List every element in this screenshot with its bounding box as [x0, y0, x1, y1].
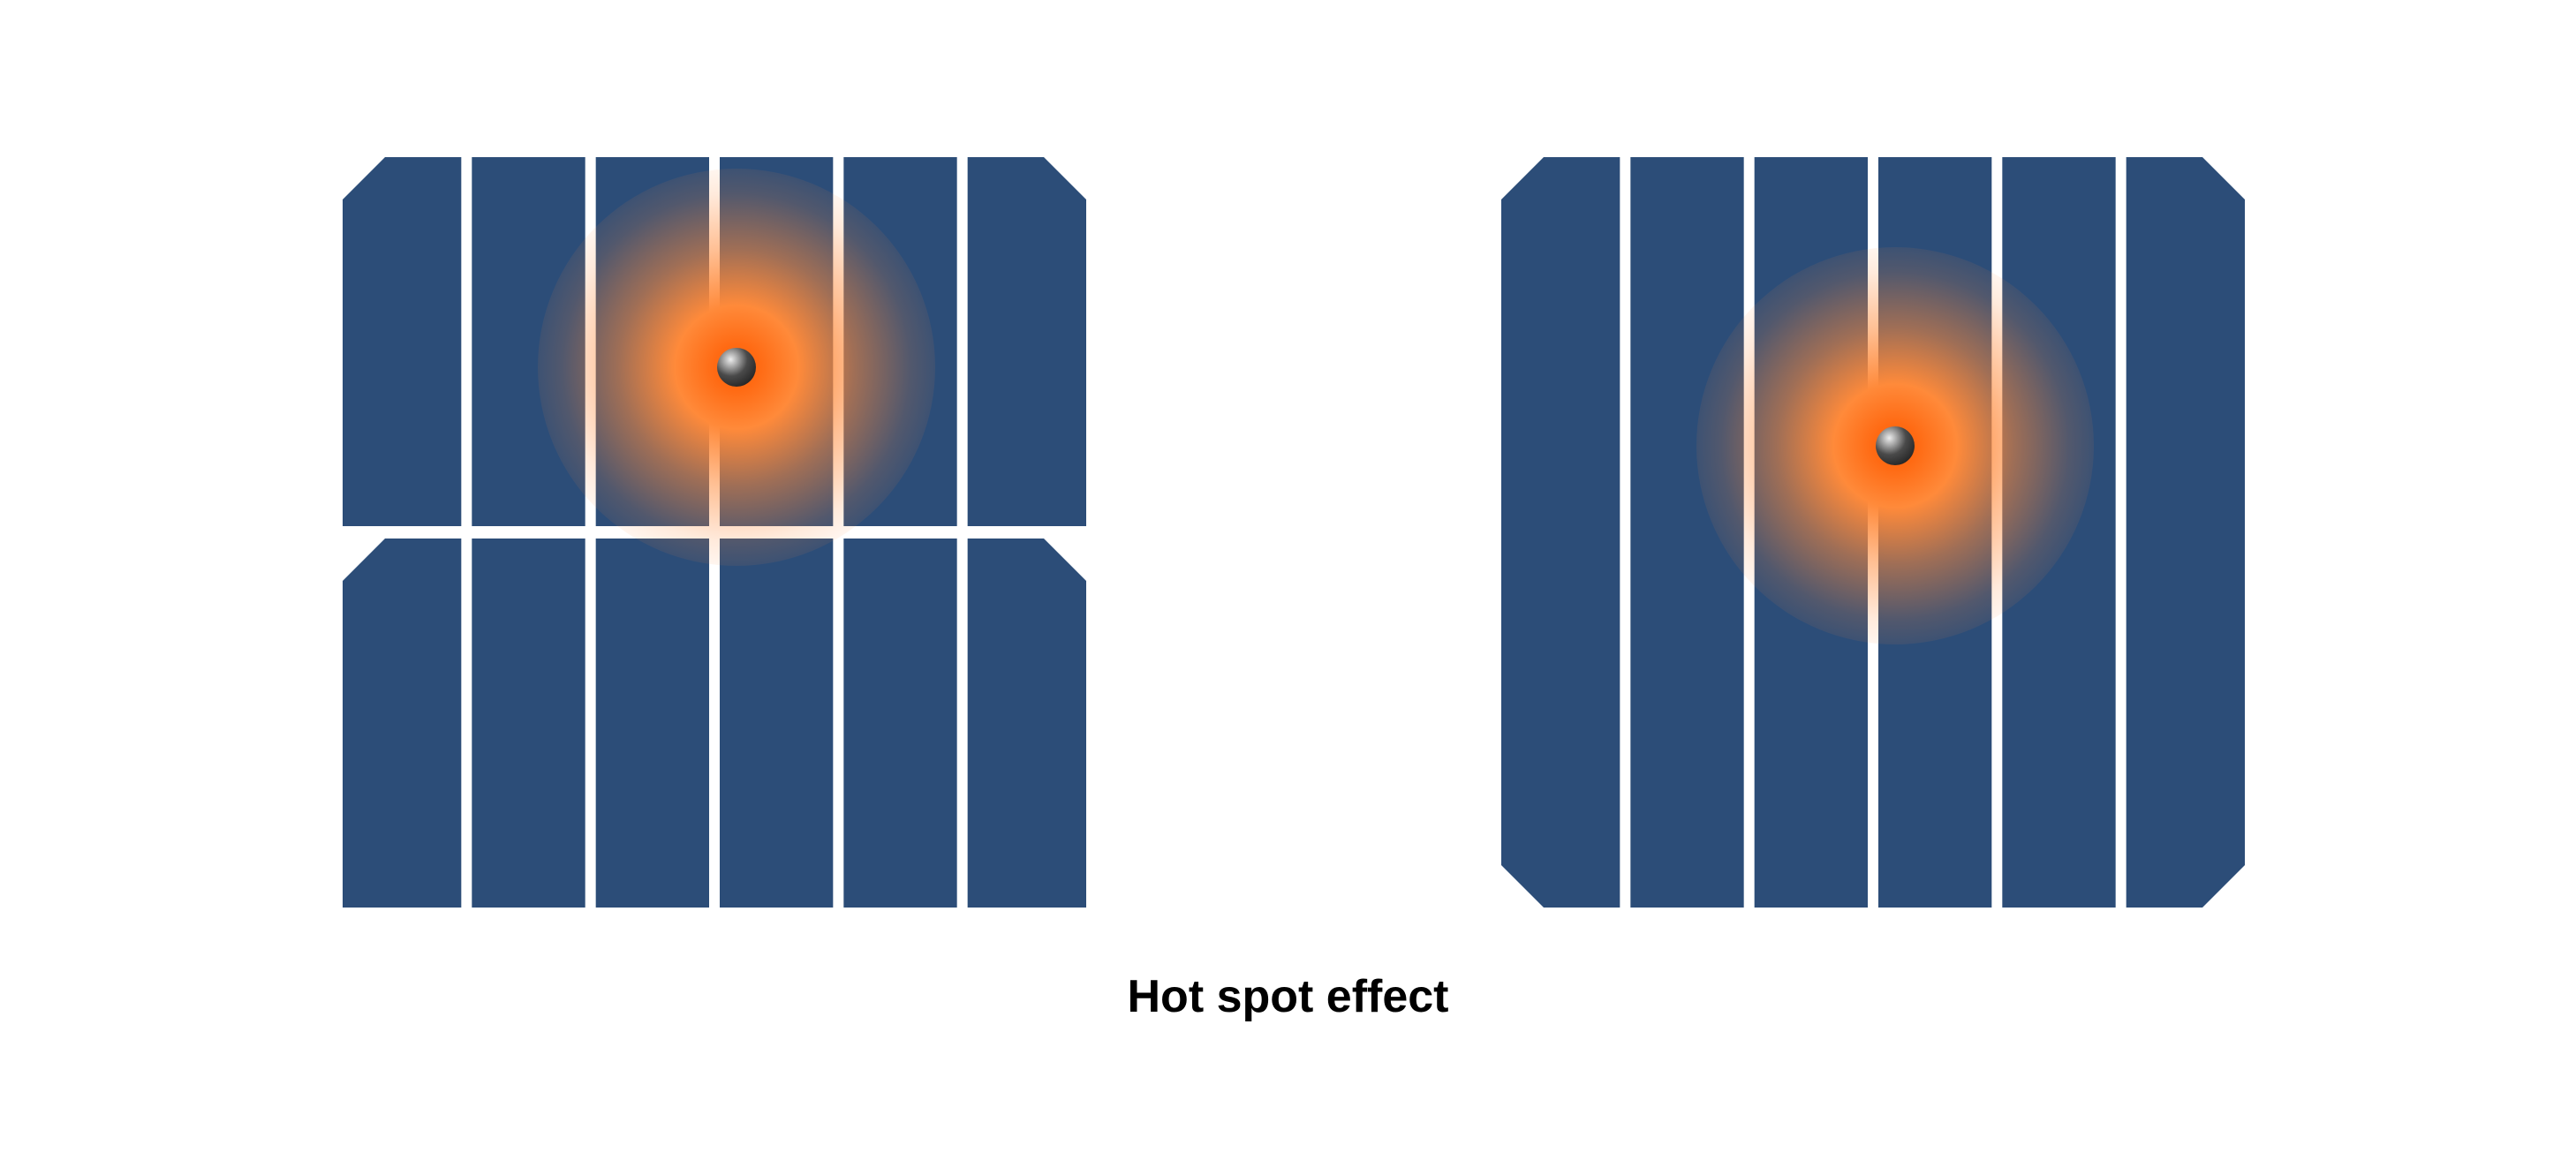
right-panel-group [1501, 157, 2245, 908]
diagram-title: Hot spot effect [1128, 970, 1449, 1023]
solar-cell-left-bottom [343, 539, 1086, 908]
left-panel-group [343, 157, 1086, 908]
solar-cell-right [1501, 157, 2245, 908]
solar-cell-left-top [343, 157, 1086, 526]
